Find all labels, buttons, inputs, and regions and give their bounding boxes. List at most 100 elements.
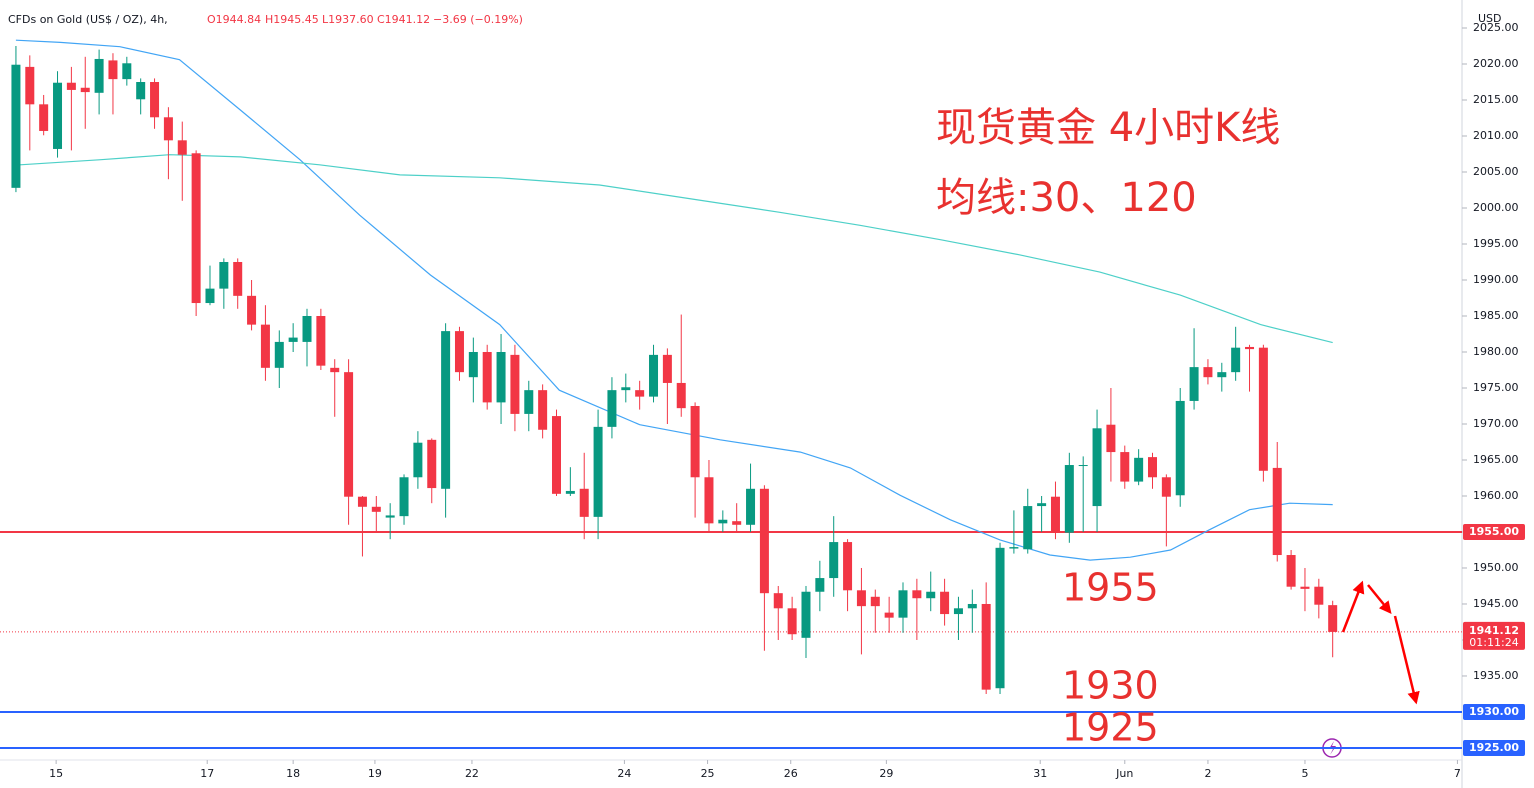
y-tick-label: 2025.00 [1473, 21, 1519, 34]
candle-body [150, 82, 160, 118]
candle-body [898, 590, 908, 618]
candle-body [1175, 400, 1185, 496]
candle-body [1106, 424, 1116, 453]
moving-average [20, 154, 1333, 344]
candle-body [302, 315, 312, 342]
y-tick-label: 1980.00 [1473, 345, 1519, 358]
candle-body [427, 439, 437, 489]
x-tick-label: 17 [200, 767, 214, 780]
candle-body [967, 603, 977, 609]
y-tick-label: 1935.00 [1473, 669, 1519, 682]
candle-body [94, 58, 104, 93]
candle-body [815, 578, 825, 592]
candle-body [1314, 586, 1324, 605]
candle-body [233, 261, 243, 296]
candle-body [856, 590, 866, 607]
candle-body [191, 153, 201, 304]
arrow [1341, 580, 1365, 633]
x-tick-label: 15 [49, 767, 63, 780]
ohlc-close: C1941.12 [377, 13, 430, 26]
candle-body [510, 354, 520, 414]
candle-body [579, 488, 589, 517]
candle-body [1286, 555, 1296, 587]
candle-body [1134, 457, 1144, 482]
candle-body [773, 593, 783, 609]
countdown: 01:11:24 [1469, 636, 1518, 649]
candle-body [593, 426, 603, 517]
y-tick-label: 2000.00 [1473, 201, 1519, 214]
y-tick-label: 1990.00 [1473, 273, 1519, 286]
y-tick-label: 1960.00 [1473, 489, 1519, 502]
ohlc-change: −3.69 (−0.19%) [433, 13, 523, 26]
candle-body [1231, 347, 1241, 373]
candle-body [1050, 496, 1060, 533]
candle-body [704, 477, 714, 524]
price-label-box [1463, 739, 1525, 756]
candle-body [496, 351, 506, 403]
candle-body [649, 354, 659, 397]
price-label: 1930.00 [1469, 705, 1519, 718]
candle-body [385, 515, 395, 518]
candle-body [205, 288, 215, 304]
annotation: 现货黄金 4小时K线 [936, 105, 1280, 151]
x-tick-label: 29 [879, 767, 893, 780]
y-tick-label: 2015.00 [1473, 93, 1519, 106]
candle-body [524, 390, 534, 414]
candle-body [25, 66, 35, 105]
candle-body [1092, 428, 1102, 507]
candle-body [1064, 465, 1074, 533]
annotation: 均线:30、120 [936, 175, 1197, 221]
last-price-label: 1941.12 [1469, 624, 1519, 637]
candle-body [177, 140, 187, 155]
candle-body [247, 295, 257, 325]
candle-body [1023, 506, 1033, 550]
x-tick-label: 5 [1301, 767, 1308, 780]
annotation: 1955 [1062, 566, 1159, 610]
candle-body [1078, 465, 1088, 467]
y-tick-label: 1965.00 [1473, 453, 1519, 466]
candle-body [1217, 372, 1227, 378]
candle-body [330, 367, 340, 373]
candle-body [371, 506, 381, 512]
candle-body [746, 488, 756, 525]
candle-body [940, 591, 950, 615]
x-tick-label: 7 [1454, 767, 1461, 780]
y-tick-label: 1975.00 [1473, 381, 1519, 394]
x-tick-label: 18 [286, 767, 300, 780]
candle-body [441, 331, 451, 489]
moving-average [15, 39, 1333, 561]
candle-body [260, 324, 270, 368]
candle-body [981, 603, 991, 690]
x-tick-label: 26 [784, 767, 798, 780]
candle-body [565, 490, 575, 494]
y-tick-label: 1950.00 [1473, 561, 1519, 574]
price-label-box [1463, 523, 1525, 540]
candle-body [53, 82, 63, 149]
candle-body [787, 608, 797, 635]
y-tick-label: 2020.00 [1473, 57, 1519, 70]
candle-body [1009, 547, 1019, 549]
y-tick-label: 1945.00 [1473, 597, 1519, 610]
candle-body [108, 60, 118, 80]
x-tick-label: 22 [465, 767, 479, 780]
candle-body [80, 87, 90, 93]
x-tick-label: 24 [617, 767, 631, 780]
candle-body [676, 382, 686, 409]
candle-body [1300, 586, 1310, 589]
candle-body [912, 590, 922, 599]
price-label: 1955.00 [1469, 525, 1519, 538]
candle-body [551, 416, 561, 494]
candle-body [759, 488, 769, 594]
candle-body [662, 354, 672, 383]
candle-body [468, 351, 478, 378]
candle-body [1245, 346, 1255, 350]
candle-body [870, 596, 880, 607]
candle-body [219, 261, 229, 289]
candle-body [399, 477, 409, 517]
candle-body [843, 542, 853, 591]
candle-body [163, 117, 173, 141]
candle-body [953, 608, 963, 615]
ohlc-low: L1937.60 [322, 13, 374, 26]
candle-body [995, 547, 1005, 689]
